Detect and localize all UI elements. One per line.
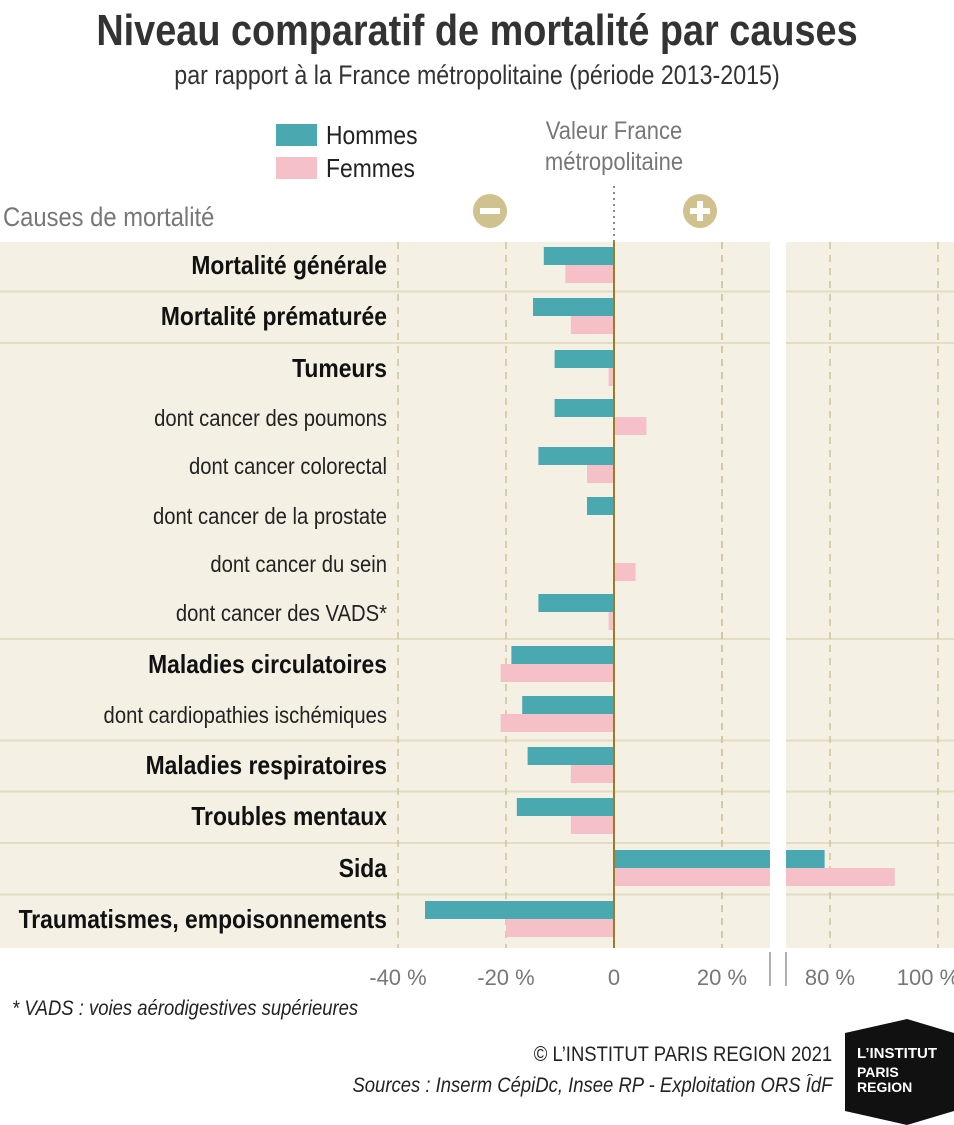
bar-hommes xyxy=(533,298,614,316)
bar-femmes xyxy=(608,368,614,386)
copyright: © L’INSTITUT PARIS REGION 2021 xyxy=(533,1043,832,1066)
x-tick-label: 0 xyxy=(608,965,620,990)
category-label: dont cancer colorectal xyxy=(189,453,387,480)
bar-hommes-right-segment xyxy=(786,850,825,868)
category-label: Mortalité générale xyxy=(191,252,387,281)
logo-line3: REGION xyxy=(857,1079,913,1095)
chart-title: Niveau comparatif de mortalité par cause… xyxy=(96,6,858,55)
x-tick-label: -40 % xyxy=(369,965,426,990)
bar-chart: Mortalité générale Mortalité prématurée Tu… xyxy=(0,186,954,990)
bar-femmes xyxy=(614,417,647,435)
bar-femmes xyxy=(500,714,614,732)
category-label: dont cancer des poumons xyxy=(154,405,387,432)
institut-logo xyxy=(845,1019,954,1125)
category-label: Troubles mentaux xyxy=(191,803,387,832)
category-label: dont cardiopathies ischémiques xyxy=(104,702,388,729)
category-label: Maladies respiratoires xyxy=(146,752,387,781)
x-tick-label: 80 % xyxy=(805,965,855,990)
bar-femmes-left-segment xyxy=(614,868,770,886)
category-label: dont cancer du sein xyxy=(210,551,387,578)
logo-text: L’INSTITUT PARIS REGION xyxy=(857,1046,937,1095)
legend-label-femmes: Femmes xyxy=(326,153,415,183)
category-label: Traumatismes, empoisonnements xyxy=(19,906,387,935)
minus-circle-icon xyxy=(473,194,507,228)
category-label: Sida xyxy=(339,855,388,884)
bar-hommes xyxy=(554,350,614,368)
chart-subtitle: par rapport à la France métropolitaine (… xyxy=(174,60,780,90)
bar-femmes xyxy=(570,816,614,834)
bar-femmes xyxy=(506,919,614,937)
category-label: Mortalité prématurée xyxy=(161,303,387,332)
bar-femmes xyxy=(565,265,614,283)
category-label: dont cancer des VADS* xyxy=(176,600,388,627)
reference-value-label: Valeur France métropolitaine xyxy=(526,116,702,178)
bar-hommes xyxy=(587,497,614,515)
bar-hommes xyxy=(511,646,614,664)
legend-swatch-femmes xyxy=(276,157,317,179)
x-tick-label: 100 % xyxy=(897,965,954,990)
bar-femmes xyxy=(500,664,614,682)
category-label: Tumeurs xyxy=(292,355,387,384)
bar-hommes xyxy=(543,247,614,265)
bar-hommes xyxy=(425,901,614,919)
x-tick-label: 20 % xyxy=(697,965,747,990)
logo-line1: L’INSTITUT xyxy=(857,1045,937,1062)
bar-femmes xyxy=(608,612,614,630)
plus-circle-icon xyxy=(683,194,717,228)
category-label: Maladies circulatoires xyxy=(148,651,387,680)
bar-hommes xyxy=(538,447,614,465)
reference-label-line2: métropolitaine xyxy=(544,148,684,176)
footnote: * VADS : voies aérodigestives supérieure… xyxy=(12,997,359,1020)
legend-swatch-hommes xyxy=(276,124,317,146)
bar-hommes xyxy=(522,696,614,714)
bar-hommes xyxy=(516,798,614,816)
plot-band-right xyxy=(786,242,954,948)
category-label: dont cancer de la prostate xyxy=(153,503,387,530)
bar-hommes xyxy=(538,594,614,612)
axis-title: Causes de mortalité xyxy=(3,202,215,232)
logo-line2: PARIS xyxy=(857,1064,899,1080)
bar-femmes-right-segment xyxy=(786,868,895,886)
bar-hommes-left-segment xyxy=(614,850,770,868)
plot-band-left xyxy=(0,242,770,948)
reference-label-line1: Valeur France xyxy=(545,117,683,145)
bar-femmes xyxy=(587,465,614,483)
bar-hommes xyxy=(554,399,614,417)
legend-label-hommes: Hommes xyxy=(326,120,418,150)
bar-femmes xyxy=(570,316,614,334)
sources: Sources : Inserm CépiDc, Insee RP - Expl… xyxy=(352,1074,832,1097)
bar-hommes xyxy=(527,747,614,765)
x-tick-label: -20 % xyxy=(477,965,534,990)
bar-femmes xyxy=(614,563,636,581)
bar-femmes xyxy=(570,765,614,783)
